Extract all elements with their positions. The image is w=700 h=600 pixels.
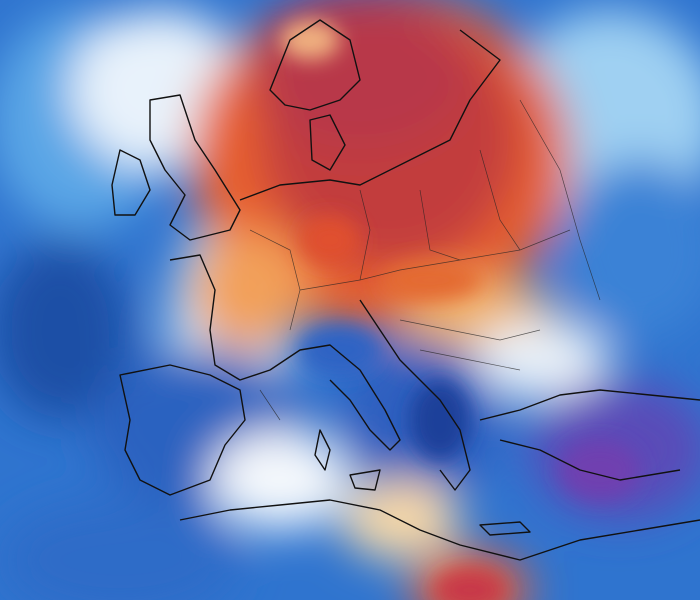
coastline (119, 364, 246, 496)
blob (0, 500, 240, 600)
blob (210, 430, 350, 530)
blob (380, 260, 480, 300)
blob (0, 240, 130, 420)
coastline (239, 29, 501, 201)
blob (560, 440, 640, 500)
coastline (359, 299, 471, 491)
coastline (269, 19, 361, 111)
coastline (479, 389, 700, 421)
blob (560, 160, 700, 340)
blob (300, 325, 380, 375)
borders (249, 99, 601, 421)
coastline (499, 439, 681, 481)
fine-field (280, 20, 640, 600)
coastline (309, 114, 346, 171)
coastline (179, 499, 700, 561)
blob (190, 230, 310, 350)
blob (300, 215, 360, 265)
coastline (479, 521, 531, 536)
coastline (169, 254, 401, 451)
coastline (149, 94, 241, 241)
blob (435, 570, 505, 600)
blob (470, 320, 610, 400)
border (249, 99, 601, 421)
coastline (349, 469, 381, 491)
coastlines (111, 19, 700, 561)
blob (410, 380, 470, 460)
blob (280, 20, 340, 60)
coastline (314, 429, 331, 471)
coastline (111, 149, 151, 216)
